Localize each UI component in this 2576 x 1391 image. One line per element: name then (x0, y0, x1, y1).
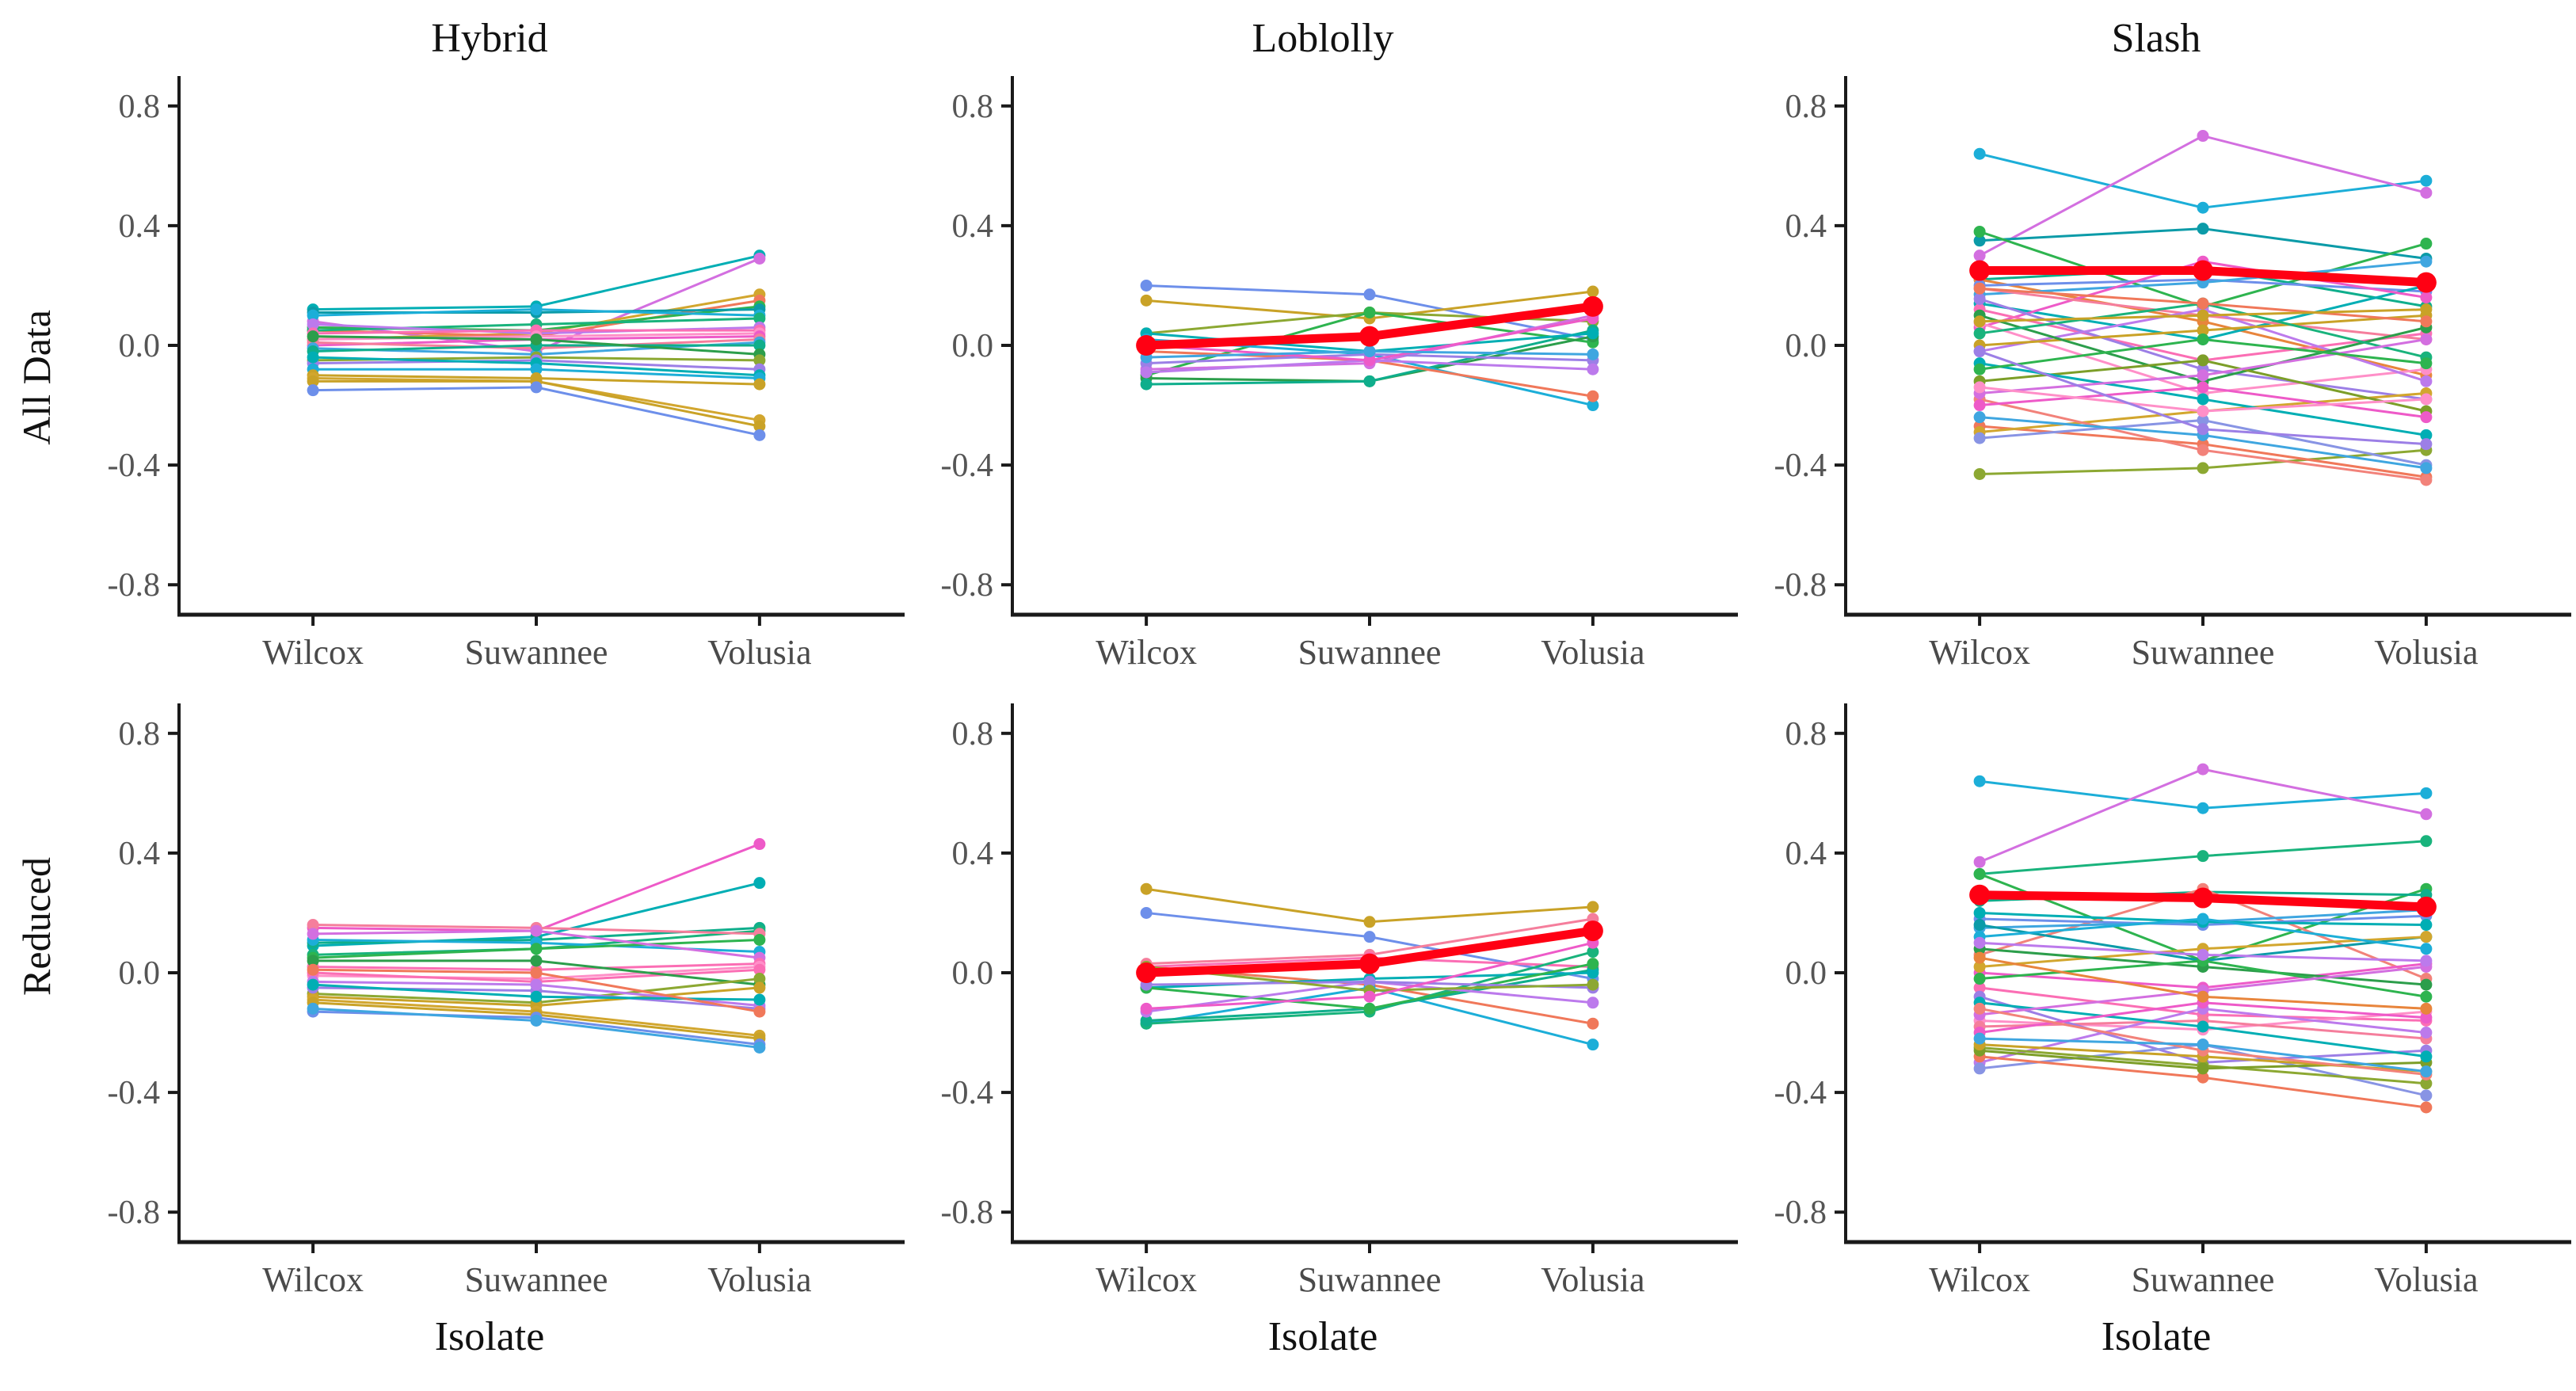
svg-text:Suwannee: Suwannee (1298, 1260, 1442, 1299)
svg-text:0.4: 0.4 (119, 836, 161, 872)
svg-text:0.0: 0.0 (119, 328, 161, 364)
corner-spacer (0, 0, 73, 63)
panel-cell-reduced-hybrid: 0.8 0.4 0.0 -0.4 -0.8 Wilcox Suwannee Volusia I… (73, 691, 906, 1391)
svg-text:-0.4: -0.4 (108, 1075, 161, 1111)
svg-text:-0.8: -0.8 (941, 567, 994, 604)
svg-text:0.4: 0.4 (1785, 836, 1827, 872)
panel-cell-reduced-loblolly: 0.8 0.4 0.0 -0.4 -0.8 Wilcox Suwannee Volusia I… (906, 691, 1740, 1391)
svg-text:0.0: 0.0 (952, 955, 994, 992)
row-label-cell-alldata: All Data (0, 63, 73, 691)
svg-text:-0.8: -0.8 (108, 1195, 161, 1231)
svg-text:0.8: 0.8 (952, 716, 994, 753)
svg-text:-0.8: -0.8 (941, 1195, 994, 1231)
panel-title-slash: Slash (2111, 16, 2201, 61)
svg-text:Wilcox: Wilcox (1096, 633, 1197, 672)
svg-text:0.8: 0.8 (1785, 89, 1827, 125)
x-axis-title-slash: Isolate (2101, 1314, 2212, 1359)
svg-text:Volusia: Volusia (707, 633, 811, 672)
svg-text:Wilcox: Wilcox (1096, 1260, 1197, 1299)
x-axis-title-hybrid: Isolate (434, 1314, 545, 1359)
svg-text:Volusia: Volusia (1541, 1260, 1644, 1299)
row-label-cell-reduced: Reduced (0, 691, 73, 1391)
svg-text:Wilcox: Wilcox (1929, 633, 2030, 672)
svg-text:Volusia: Volusia (707, 1260, 811, 1299)
panel-svg-1: 0.8 0.4 0.0 -0.4 -0.8 Wilcox Suwannee Volusia (941, 76, 1738, 672)
svg-text:0.0: 0.0 (119, 955, 161, 992)
svg-text:Wilcox: Wilcox (262, 1260, 364, 1299)
svg-text:0.8: 0.8 (1785, 716, 1827, 753)
svg-text:0.8: 0.8 (952, 89, 994, 125)
svg-text:0.4: 0.4 (952, 836, 994, 872)
row-label-all-data: All Data (14, 309, 59, 445)
svg-text:Wilcox: Wilcox (262, 633, 364, 672)
svg-text:0.4: 0.4 (119, 208, 161, 245)
svg-text:0.4: 0.4 (952, 208, 994, 245)
panel-cell-reduced-slash: 0.8 0.4 0.0 -0.4 -0.8 Wilcox Suwannee Volusia I… (1740, 691, 2573, 1391)
svg-text:0.4: 0.4 (1785, 208, 1827, 245)
panel-svg-3: 0.8 0.4 0.0 -0.4 -0.8 Wilcox Suwannee Volusia (108, 703, 905, 1299)
svg-text:-0.8: -0.8 (108, 567, 161, 604)
panel-svg-5: 0.8 0.4 0.0 -0.4 -0.8 Wilcox Suwannee Volusia (1774, 703, 2571, 1299)
svg-text:-0.4: -0.4 (108, 448, 161, 484)
svg-text:Volusia: Volusia (1541, 633, 1644, 672)
panel-title-hybrid: Hybrid (431, 16, 548, 61)
x-axis-title-loblolly: Isolate (1267, 1314, 1378, 1359)
panel-svg-2: 0.8 0.4 0.0 -0.4 -0.8 Wilcox Suwannee Volusia (1774, 76, 2571, 672)
svg-text:0.0: 0.0 (952, 328, 994, 364)
panel-cell-alldata-slash: 0.8 0.4 0.0 -0.4 -0.8 Wilcox Suwannee Volusia (1740, 63, 2573, 691)
svg-text:0.8: 0.8 (119, 716, 161, 753)
svg-text:Suwannee: Suwannee (1298, 633, 1442, 672)
svg-text:0.0: 0.0 (1785, 328, 1827, 364)
svg-text:Volusia: Volusia (2374, 1260, 2478, 1299)
svg-text:Suwannee: Suwannee (465, 1260, 608, 1299)
svg-text:-0.8: -0.8 (1774, 1195, 1827, 1231)
svg-text:Suwannee: Suwannee (465, 633, 608, 672)
panel-title-loblolly: Loblolly (1252, 16, 1394, 61)
svg-text:Suwannee: Suwannee (2132, 1260, 2275, 1299)
panel-cell-alldata-hybrid: 0.8 0.4 0.0 -0.4 -0.8 Wilcox Suwannee Volusia (73, 63, 906, 691)
panel-svg-0: 0.8 0.4 0.0 -0.4 -0.8 Wilcox Suwannee Volusia (108, 76, 905, 672)
svg-text:Suwannee: Suwannee (2132, 633, 2275, 672)
svg-text:-0.8: -0.8 (1774, 567, 1827, 604)
svg-text:0.8: 0.8 (119, 89, 161, 125)
svg-text:-0.4: -0.4 (1774, 1075, 1827, 1111)
svg-text:Wilcox: Wilcox (1929, 1260, 2030, 1299)
svg-text:-0.4: -0.4 (1774, 448, 1827, 484)
row-label-reduced: Reduced (14, 857, 59, 996)
svg-text:-0.4: -0.4 (941, 1075, 994, 1111)
svg-text:-0.4: -0.4 (941, 448, 994, 484)
svg-text:0.0: 0.0 (1785, 955, 1827, 992)
svg-text:Volusia: Volusia (2374, 633, 2478, 672)
panel-cell-alldata-loblolly: 0.8 0.4 0.0 -0.4 -0.8 Wilcox Suwannee Volusia (906, 63, 1740, 691)
panel-svg-4: 0.8 0.4 0.0 -0.4 -0.8 Wilcox Suwannee Volusia (941, 703, 1738, 1299)
